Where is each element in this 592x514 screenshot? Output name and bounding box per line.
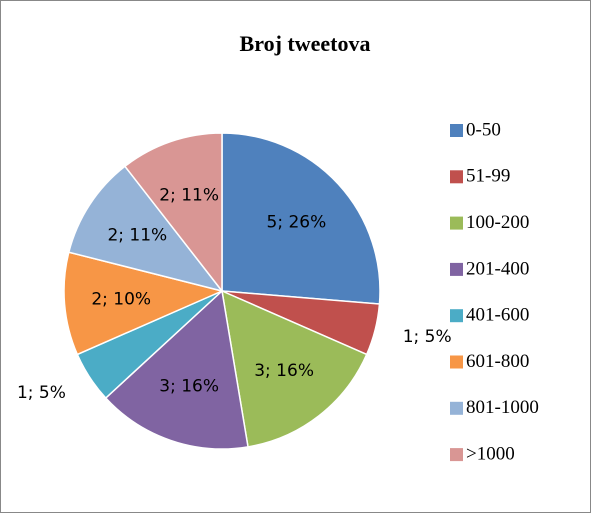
pie-slice	[104, 289, 249, 450]
legend-swatch	[450, 170, 463, 184]
pie-slice	[221, 132, 381, 305]
legend-label: 100-200	[466, 212, 529, 233]
pie-slice	[123, 132, 223, 294]
pie-slice	[63, 251, 225, 356]
legend-label: 401-600	[466, 305, 529, 326]
legend-swatch	[450, 355, 463, 369]
legend-label: 801-1000	[466, 397, 539, 418]
legend-label: 601-800	[466, 351, 529, 372]
legend-swatch	[450, 124, 463, 137]
data-label: 2; 11%	[107, 226, 167, 246]
chart-title: Broj tweetova	[240, 31, 371, 56]
legend-label: 201-400	[466, 258, 529, 279]
data-label: 2; 10%	[91, 289, 151, 309]
legend-label: >1000	[466, 443, 515, 464]
data-label: 5; 26%	[267, 213, 327, 233]
legend-swatch	[450, 216, 463, 230]
data-label: 3; 16%	[159, 377, 219, 397]
legend-label: 51-99	[466, 166, 510, 187]
legend-label: 0-50	[466, 119, 501, 140]
data-label: 2; 11%	[159, 185, 219, 205]
legend-swatch	[450, 309, 463, 323]
legend-swatch	[450, 448, 463, 462]
data-label: 3; 16%	[254, 361, 314, 381]
legend-swatch	[450, 401, 463, 415]
data-label: 1; 5%	[403, 327, 452, 347]
legend-swatch	[450, 262, 463, 276]
pie-slice	[221, 289, 368, 448]
data-label: 1; 5%	[17, 383, 66, 403]
pie-slice	[67, 165, 224, 293]
